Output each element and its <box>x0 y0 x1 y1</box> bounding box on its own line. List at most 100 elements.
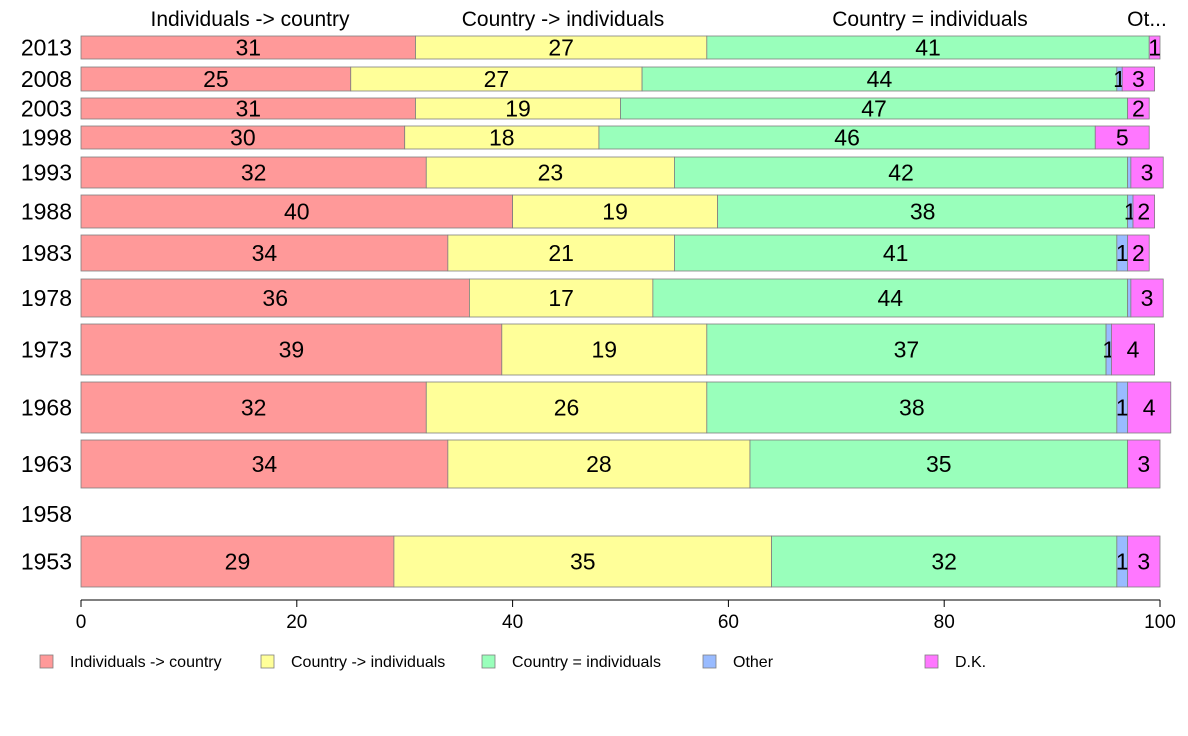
year-label: 2013 <box>21 35 72 61</box>
segment-label: 36 <box>262 285 288 311</box>
bar-segment <box>749 439 1129 489</box>
segment-label: 4 <box>1127 337 1140 363</box>
year-label: 1963 <box>21 451 72 477</box>
year-label: 1968 <box>21 395 72 421</box>
segment-label: 29 <box>225 549 251 575</box>
segment-label: 42 <box>888 160 914 186</box>
bar-segment <box>1130 278 1164 318</box>
year-label: 1993 <box>21 160 72 186</box>
bar-segment <box>501 323 708 376</box>
bar-segment <box>1127 439 1161 489</box>
bar-segment <box>80 278 470 318</box>
segment-label: 40 <box>284 199 310 225</box>
year-label: 1988 <box>21 199 72 225</box>
segment-label: 39 <box>279 337 305 363</box>
segment-label: 37 <box>894 337 920 363</box>
segment-label: 32 <box>241 160 267 186</box>
segment-label: 44 <box>877 285 903 311</box>
segment-label: 35 <box>926 451 952 477</box>
legend: Individuals -> country Country -> individ… <box>39 654 986 671</box>
bar-segment <box>1127 535 1161 588</box>
segment-label: 46 <box>834 125 860 151</box>
year-label: 2008 <box>21 66 72 92</box>
legend-swatch <box>39 654 54 669</box>
bar-segment <box>80 66 352 92</box>
segment-label: 31 <box>235 96 261 122</box>
segment-label: 3 <box>1141 285 1154 311</box>
segment-label: 1 <box>1148 35 1161 61</box>
year-label: 1958 <box>21 501 72 527</box>
bar-segment <box>469 278 654 318</box>
bar-segment <box>425 156 675 189</box>
bar-segment <box>771 535 1118 588</box>
x-tick-label: 100 <box>1144 612 1176 633</box>
segment-label: 30 <box>230 125 256 151</box>
bar-segment <box>1127 156 1132 189</box>
year-label: 2003 <box>21 96 72 122</box>
segment-label: 1 <box>1116 549 1129 575</box>
top-category-labels: Individuals -> country Country -> individ… <box>150 8 1166 31</box>
segment-label: 21 <box>548 240 574 266</box>
x-tick-label: 60 <box>718 612 739 633</box>
bar-segment <box>80 439 449 489</box>
segment-label: 1 <box>1116 395 1129 421</box>
segment-label: 2 <box>1132 240 1145 266</box>
segment-label: 47 <box>861 96 887 122</box>
legend-swatch <box>702 654 717 669</box>
legend-label: Other <box>733 654 774 671</box>
bar-segment <box>1121 66 1156 92</box>
segment-label: 19 <box>602 199 628 225</box>
bar-segment <box>1130 156 1164 189</box>
bar-segment <box>706 381 1118 434</box>
bar-segment <box>80 323 503 376</box>
segment-label: 19 <box>592 337 618 363</box>
segment-label: 3 <box>1137 451 1150 477</box>
segment-label: 41 <box>915 35 941 61</box>
segment-label: 23 <box>538 160 564 186</box>
legend-swatch <box>260 654 275 669</box>
bar-segment <box>1127 97 1150 120</box>
legend-swatch <box>481 654 496 669</box>
bar-segment <box>1148 35 1161 60</box>
segment-label: 17 <box>548 285 574 311</box>
segment-label: 31 <box>235 35 261 61</box>
bar-segment <box>80 194 514 229</box>
segment-label: 35 <box>570 549 596 575</box>
bar-segment <box>393 535 772 588</box>
year-label: 1978 <box>21 285 72 311</box>
segment-label: 19 <box>505 96 531 122</box>
bar-segment <box>512 194 719 229</box>
bar-segment <box>447 234 675 272</box>
segment-label: 26 <box>554 395 580 421</box>
top-label: Country -> individuals <box>462 8 665 31</box>
segment-label: 25 <box>203 66 229 92</box>
year-label: 1973 <box>21 337 72 363</box>
year-label: 1983 <box>21 240 72 266</box>
segment-label: 32 <box>931 549 957 575</box>
bar-segment <box>350 66 643 92</box>
segment-label: 3 <box>1132 66 1145 92</box>
top-label: Individuals -> country <box>150 8 350 31</box>
segment-label: 38 <box>910 199 936 225</box>
legend-label: Country -> individuals <box>291 654 445 671</box>
segment-label: 2 <box>1137 199 1150 225</box>
top-label: Ot... <box>1127 8 1167 31</box>
bar-segment <box>447 439 751 489</box>
x-tick-label: 20 <box>286 612 307 633</box>
bar-segment <box>1094 125 1150 150</box>
bar-segment <box>1127 278 1132 318</box>
bar-segment <box>80 234 449 272</box>
segment-label: 44 <box>867 66 893 92</box>
bar-segment <box>674 234 1118 272</box>
bar-segment <box>1132 194 1156 229</box>
bar-segment <box>1127 381 1172 434</box>
segment-label: 28 <box>586 451 612 477</box>
bar-segment <box>1127 234 1150 272</box>
legend-swatch <box>924 654 939 669</box>
segment-label: 34 <box>252 451 278 477</box>
segment-label: 18 <box>489 125 515 151</box>
bar-segment <box>652 278 1129 318</box>
legend-label: D.K. <box>955 654 986 671</box>
